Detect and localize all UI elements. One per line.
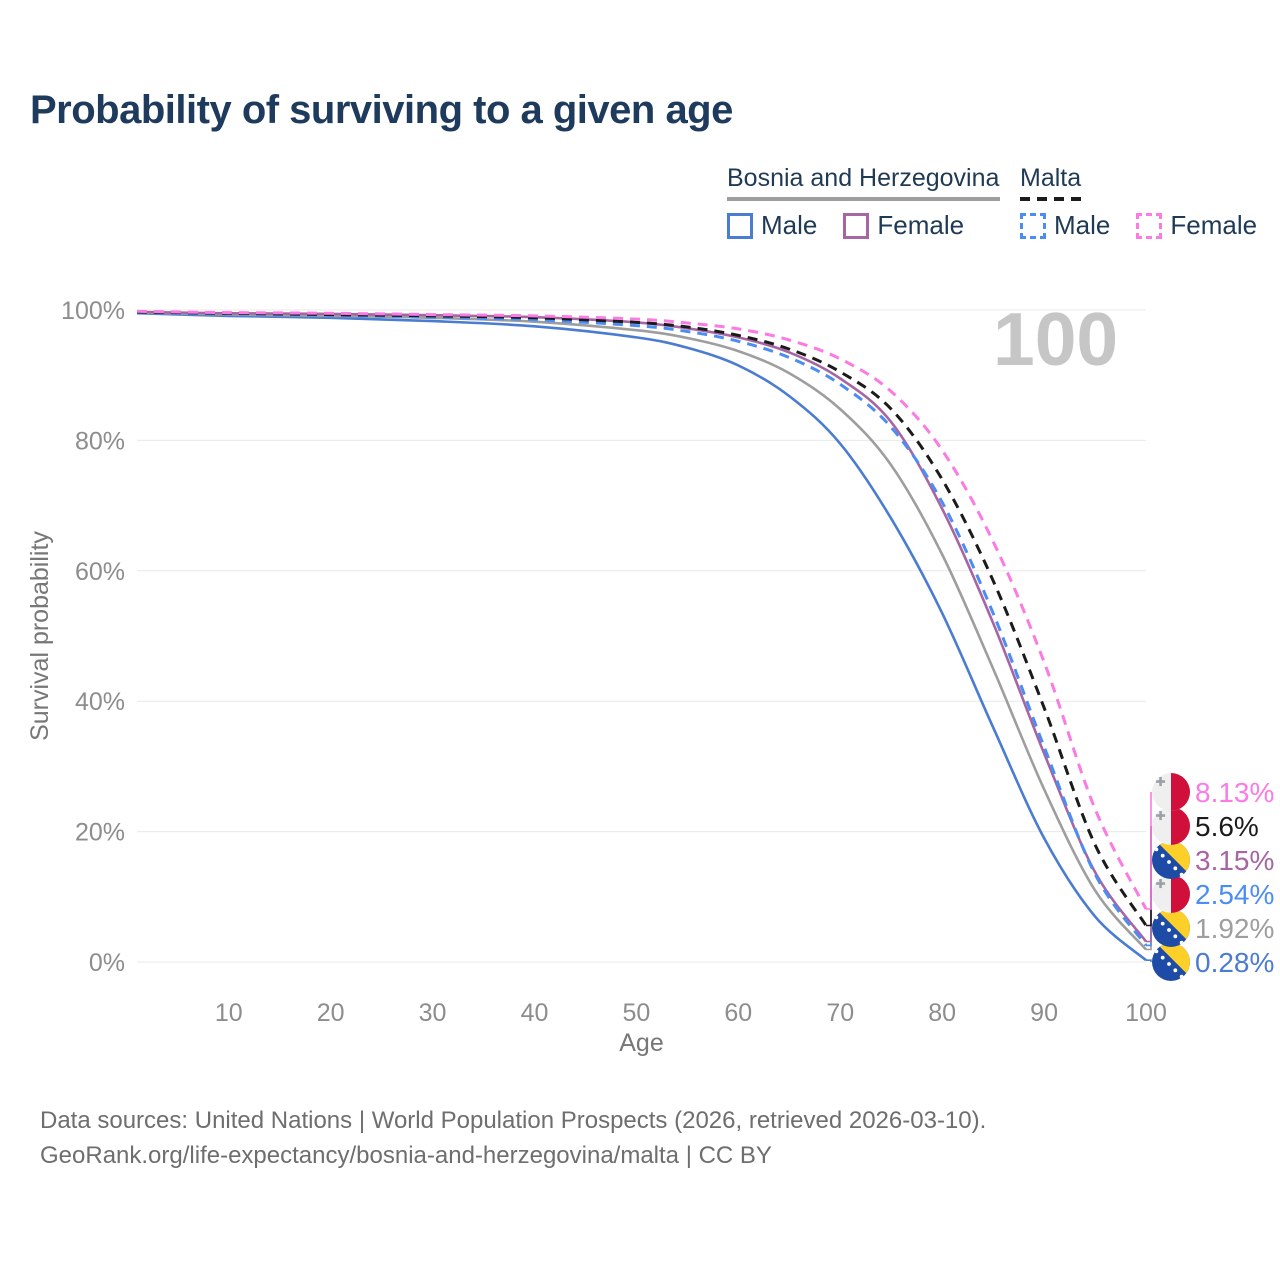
legend-item-label: Male	[761, 210, 818, 240]
watermark-age-100: 100	[993, 297, 1119, 381]
malta-male-swatch	[1020, 212, 1046, 239]
page-title: Probability of surviving to a given age	[30, 88, 733, 132]
series-line-bosnia-and-herzegovina-female[interactable]	[136, 310, 1148, 943]
bosnia-female-swatch	[843, 212, 870, 239]
malta-flag-icon	[1152, 807, 1190, 845]
y-tick-label-100: 100%	[61, 297, 125, 325]
bosnia-line-style-swatch	[727, 197, 1000, 201]
end-value-label-malta-female: 8.13%	[1195, 777, 1274, 808]
x-tick-label-100: 100	[1125, 999, 1167, 1027]
series-line-bosnia-and-herzegovina-both-sexes[interactable]	[136, 311, 1147, 951]
malta-line-style-swatch	[1020, 197, 1087, 201]
leader-line-bosnia-and-herzegovina-male	[1146, 959, 1152, 962]
x-tick-label-90: 90	[1030, 999, 1058, 1027]
bosnia-flag-icon	[1152, 909, 1190, 947]
legend-item-label: Female	[877, 210, 965, 240]
malta-female-swatch	[1136, 212, 1163, 239]
x-tick-label-40: 40	[521, 999, 549, 1027]
bosnia-male-swatch	[727, 212, 753, 239]
footer: Data sources: United Nations | World Pop…	[40, 1103, 986, 1173]
end-value-label-bosnia-and-herzegovina-female: 3.15%	[1195, 845, 1274, 876]
end-value-label-bosnia-and-herzegovina-male: 0.28%	[1195, 947, 1274, 978]
end-value-label-malta-both-sexes: 5.6%	[1195, 811, 1259, 842]
footer-sources: Data sources: United Nations | World Pop…	[40, 1107, 987, 1134]
x-tick-label-60: 60	[724, 999, 752, 1027]
bosnia-flag-icon	[1152, 943, 1190, 981]
x-tick-label-20: 20	[317, 999, 345, 1027]
legend-item-malta-male[interactable]: Male	[1020, 210, 1110, 241]
series-line-malta-female[interactable]	[136, 309, 1148, 910]
end-value-label-malta-male: 2.54%	[1195, 879, 1274, 910]
x-tick-label-80: 80	[928, 999, 956, 1027]
y-tick-label-40: 40%	[75, 688, 125, 716]
footer-link[interactable]: GeoRank.org/life-expectancy/bosnia-and-h…	[40, 1142, 772, 1169]
series-line-bosnia-and-herzegovina-male[interactable]	[136, 311, 1147, 962]
bosnia-flag-icon	[1152, 841, 1190, 879]
end-value-label-bosnia-and-herzegovina-both-sexes: 1.92%	[1195, 913, 1274, 944]
legend-item-malta-female[interactable]: Female	[1136, 210, 1257, 241]
x-tick-label-70: 70	[826, 999, 854, 1027]
legend-item-label: Male	[1054, 210, 1111, 240]
legend-group-title-bosnia[interactable]: Bosnia and Herzegovina	[727, 164, 1000, 192]
malta-flag-icon	[1152, 773, 1190, 811]
x-tick-label-10: 10	[215, 999, 243, 1027]
legend-group-title-malta[interactable]: Malta	[1020, 164, 1082, 192]
y-tick-label-60: 60%	[75, 558, 125, 586]
x-axis-title: Age	[619, 1029, 663, 1057]
y-axis-title: Survival probability	[26, 531, 54, 741]
series-line-malta-both-sexes[interactable]	[136, 310, 1148, 927]
leader-line-malta-female	[1146, 792, 1152, 910]
legend-item-bosnia-male[interactable]: Male	[727, 210, 817, 241]
legend-item-label: Female	[1170, 210, 1258, 240]
x-tick-label-30: 30	[419, 999, 447, 1027]
legend-group-bosnia: Bosnia and Herzegovina Male Female	[727, 164, 1000, 241]
x-tick-label-50: 50	[622, 999, 650, 1027]
y-tick-label-80: 80%	[75, 427, 125, 455]
legend-group-malta: Malta Male Female	[1020, 164, 1257, 241]
y-tick-label-0: 0%	[89, 949, 125, 977]
legend-item-bosnia-female[interactable]: Female	[843, 210, 964, 241]
malta-flag-icon	[1152, 875, 1190, 913]
y-tick-label-20: 20%	[75, 819, 125, 847]
